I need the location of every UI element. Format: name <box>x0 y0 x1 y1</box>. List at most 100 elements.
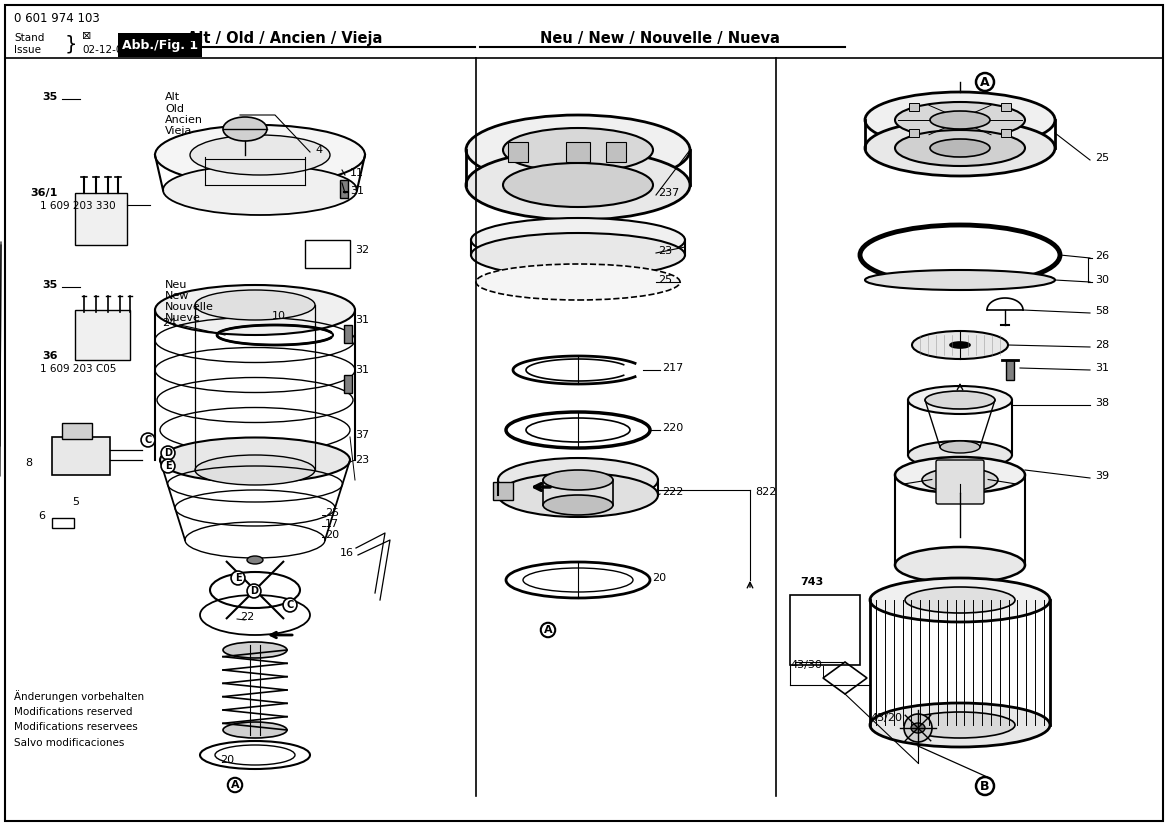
Ellipse shape <box>155 285 355 335</box>
Text: 25: 25 <box>1096 153 1110 163</box>
Text: }: } <box>65 35 77 54</box>
Text: Vieja: Vieja <box>165 126 193 136</box>
FancyBboxPatch shape <box>305 240 350 268</box>
Text: 22: 22 <box>239 612 255 622</box>
Text: C: C <box>286 600 293 610</box>
Text: A: A <box>980 75 989 88</box>
Text: 11: 11 <box>350 168 364 178</box>
Ellipse shape <box>471 218 684 262</box>
Ellipse shape <box>908 441 1011 469</box>
Text: 20: 20 <box>325 530 339 540</box>
FancyBboxPatch shape <box>345 325 352 343</box>
Text: 1 609 203 C05: 1 609 203 C05 <box>40 364 117 374</box>
FancyBboxPatch shape <box>53 518 74 528</box>
Text: 36/1: 36/1 <box>30 188 58 198</box>
FancyBboxPatch shape <box>5 5 1163 821</box>
Ellipse shape <box>223 117 267 141</box>
Text: A: A <box>231 780 239 790</box>
Ellipse shape <box>190 135 331 175</box>
Ellipse shape <box>543 470 613 490</box>
Text: 23: 23 <box>355 455 369 465</box>
Text: 31: 31 <box>350 186 364 196</box>
Ellipse shape <box>895 547 1026 583</box>
Ellipse shape <box>912 331 1008 359</box>
Text: 43/30: 43/30 <box>790 660 822 670</box>
Ellipse shape <box>223 642 287 658</box>
Text: 24: 24 <box>161 318 176 328</box>
Text: Stand: Stand <box>14 33 44 43</box>
Ellipse shape <box>155 125 364 185</box>
Text: 35: 35 <box>43 280 58 290</box>
FancyBboxPatch shape <box>566 142 590 162</box>
Ellipse shape <box>930 111 990 129</box>
Text: 237: 237 <box>658 188 680 198</box>
Ellipse shape <box>466 115 690 185</box>
Ellipse shape <box>950 342 969 348</box>
Ellipse shape <box>543 495 613 515</box>
FancyBboxPatch shape <box>1001 129 1011 137</box>
Text: A: A <box>543 625 552 635</box>
Ellipse shape <box>895 130 1026 166</box>
Text: 32: 32 <box>355 245 369 255</box>
FancyBboxPatch shape <box>118 33 202 57</box>
Circle shape <box>904 714 932 742</box>
Ellipse shape <box>160 438 350 482</box>
Text: 02-12-03: 02-12-03 <box>82 45 128 55</box>
Text: D: D <box>250 586 258 596</box>
Ellipse shape <box>195 455 315 485</box>
Text: Alt / Old / Ancien / Vieja: Alt / Old / Ancien / Vieja <box>187 31 383 45</box>
Text: 26: 26 <box>1096 251 1110 261</box>
Text: 25: 25 <box>325 508 339 518</box>
Text: 5: 5 <box>72 497 79 507</box>
Text: 16: 16 <box>340 548 354 558</box>
Text: 8: 8 <box>25 458 32 468</box>
FancyBboxPatch shape <box>53 437 110 475</box>
Ellipse shape <box>895 457 1026 493</box>
Ellipse shape <box>223 722 287 738</box>
FancyBboxPatch shape <box>75 310 130 360</box>
Text: 1 609 203 330: 1 609 203 330 <box>40 201 116 211</box>
Text: 17: 17 <box>325 519 339 529</box>
Ellipse shape <box>922 468 997 492</box>
FancyBboxPatch shape <box>909 103 919 112</box>
Text: 35: 35 <box>43 92 58 102</box>
Text: Ancien: Ancien <box>165 115 203 125</box>
Ellipse shape <box>477 264 680 300</box>
Ellipse shape <box>164 165 357 215</box>
Ellipse shape <box>940 441 980 453</box>
Text: Abb./Fig. 1: Abb./Fig. 1 <box>121 40 199 53</box>
Ellipse shape <box>870 578 1050 622</box>
Text: Old: Old <box>165 104 185 114</box>
Ellipse shape <box>466 150 690 220</box>
Text: 23: 23 <box>658 246 672 256</box>
Text: Alt: Alt <box>165 92 180 102</box>
Text: 743: 743 <box>800 577 823 587</box>
Text: Neu / New / Nouvelle / Nueva: Neu / New / Nouvelle / Nueva <box>540 31 780 45</box>
Text: 30: 30 <box>1096 275 1108 285</box>
Text: 222: 222 <box>662 487 683 497</box>
FancyBboxPatch shape <box>1001 103 1011 112</box>
FancyBboxPatch shape <box>606 142 626 162</box>
Text: Neu: Neu <box>165 280 187 290</box>
Text: 28: 28 <box>1096 340 1110 350</box>
Ellipse shape <box>865 92 1055 148</box>
Ellipse shape <box>865 120 1055 176</box>
Text: 58: 58 <box>1096 306 1110 316</box>
Text: Nouvelle: Nouvelle <box>165 302 214 312</box>
FancyBboxPatch shape <box>62 423 92 439</box>
Text: 220: 220 <box>662 423 683 433</box>
Ellipse shape <box>865 270 1055 290</box>
Ellipse shape <box>498 473 658 517</box>
Text: E: E <box>235 573 242 583</box>
Text: D: D <box>164 448 172 458</box>
Ellipse shape <box>503 128 653 172</box>
Text: 0 601 974 103: 0 601 974 103 <box>14 12 99 25</box>
Ellipse shape <box>246 556 263 564</box>
Text: 822: 822 <box>755 487 777 497</box>
FancyBboxPatch shape <box>493 482 513 500</box>
Text: 38: 38 <box>1096 398 1110 408</box>
FancyBboxPatch shape <box>936 460 983 504</box>
FancyBboxPatch shape <box>909 129 919 137</box>
Ellipse shape <box>471 233 684 277</box>
Text: 6: 6 <box>39 511 46 521</box>
